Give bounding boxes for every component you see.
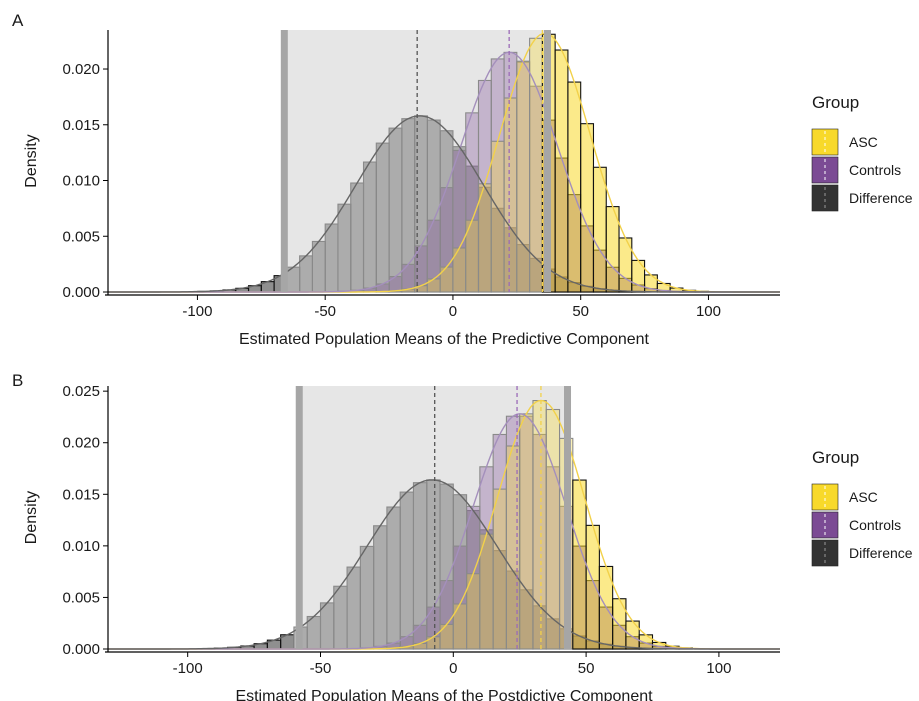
bar-asc [503,97,518,293]
legend-title: Group [812,448,859,467]
bar-asc [505,445,521,650]
x-tick-label: -100 [182,303,212,320]
bar-difference [373,525,388,650]
bar-difference [346,566,361,650]
bar-asc [452,603,468,650]
y-tick-label: 0.015 [62,117,100,134]
bar-difference [386,506,401,650]
density-curve-controls [108,413,780,650]
panel-a: A 0.000 0.005 0.010 0.015 0.020 -100 -50 0 50 100 E… [12,11,913,348]
bar-asc [545,408,561,650]
bar-difference [359,545,375,650]
bar-asc [592,166,607,293]
y-tick-label: 0.000 [62,641,100,658]
interval-upper-edge [543,30,551,292]
bar-asc [439,623,454,650]
bar-difference [375,142,390,293]
legend-title: Group [812,93,859,112]
interval-lower-edge [280,30,288,292]
bar-difference [319,602,335,650]
y-tick-label: 0.005 [62,228,100,245]
density-curve-difference [108,479,780,650]
bar-difference [299,255,313,293]
x-axis-label: Estimated Population Means of the Postdi… [235,688,653,701]
bar-difference [337,203,352,293]
bar-difference [333,585,348,650]
legend-label-asc: ASC [849,489,878,505]
bar-difference [399,491,415,650]
x-tick-label: -50 [314,303,336,320]
bar-asc [585,524,600,650]
bar-difference [350,182,365,293]
interval-upper-edge [564,386,572,649]
bar-asc [492,488,507,650]
legend-label-difference: Difference [849,545,913,561]
density-curve-difference [108,115,780,293]
bar-difference [324,223,339,293]
legend-label-controls: Controls [849,517,901,533]
x-tick-label: -100 [173,660,203,677]
bar-asc [625,620,640,650]
density-curve-controls [108,51,780,293]
x-tick-label: 100 [706,660,731,677]
x-tick-label: 0 [449,303,457,320]
x-tick-label: 0 [449,660,457,677]
legend: Group ASC Controls Difference [811,93,913,212]
legend: Group ASC Controls Difference [811,448,913,567]
interval-lower-edge [295,386,303,649]
bar-asc [516,60,531,293]
x-tick-label: 50 [572,303,589,320]
bar-difference [362,161,377,293]
x-tick-label: -50 [310,660,332,677]
bar-asc [567,81,582,293]
bar-asc [519,413,534,650]
x-tick-label: 50 [578,660,595,677]
legend-label-controls: Controls [849,162,901,178]
y-tick-label: 0.010 [62,538,100,555]
y-axis-label: Density [23,134,40,187]
y-tick-label: 0.020 [62,61,100,78]
bar-asc [572,479,587,650]
bar-asc [479,533,494,650]
interval-shade [299,386,568,649]
bar-asc [580,123,595,293]
y-tick-label: 0.020 [62,435,100,452]
y-tick-label: 0.010 [62,173,100,190]
panel-label: B [12,371,23,390]
panel-b: B 0.000 0.005 0.010 0.015 0.020 0.025 -100 -50 0 5… [12,371,913,701]
bar-difference [412,482,428,650]
bar-asc [426,278,441,293]
y-tick-label: 0.000 [62,284,100,301]
bar-asc [532,400,547,650]
y-tick-label: 0.015 [62,486,100,503]
y-axis-label: Density [23,491,40,544]
x-tick-label: 100 [696,303,721,320]
y-tick-label: 0.025 [62,383,100,400]
bar-asc [477,183,492,293]
bar-asc [439,266,454,293]
legend-label-asc: ASC [849,134,878,150]
bar-asc [426,636,441,650]
panel-label: A [12,11,24,30]
x-axis-label: Estimated Population Means of the Predic… [239,331,650,348]
bar-difference [388,127,403,293]
y-tick-label: 0.005 [62,589,100,606]
bar-asc [631,259,646,293]
bar-difference [311,240,326,293]
legend-label-difference: Difference [849,190,913,206]
